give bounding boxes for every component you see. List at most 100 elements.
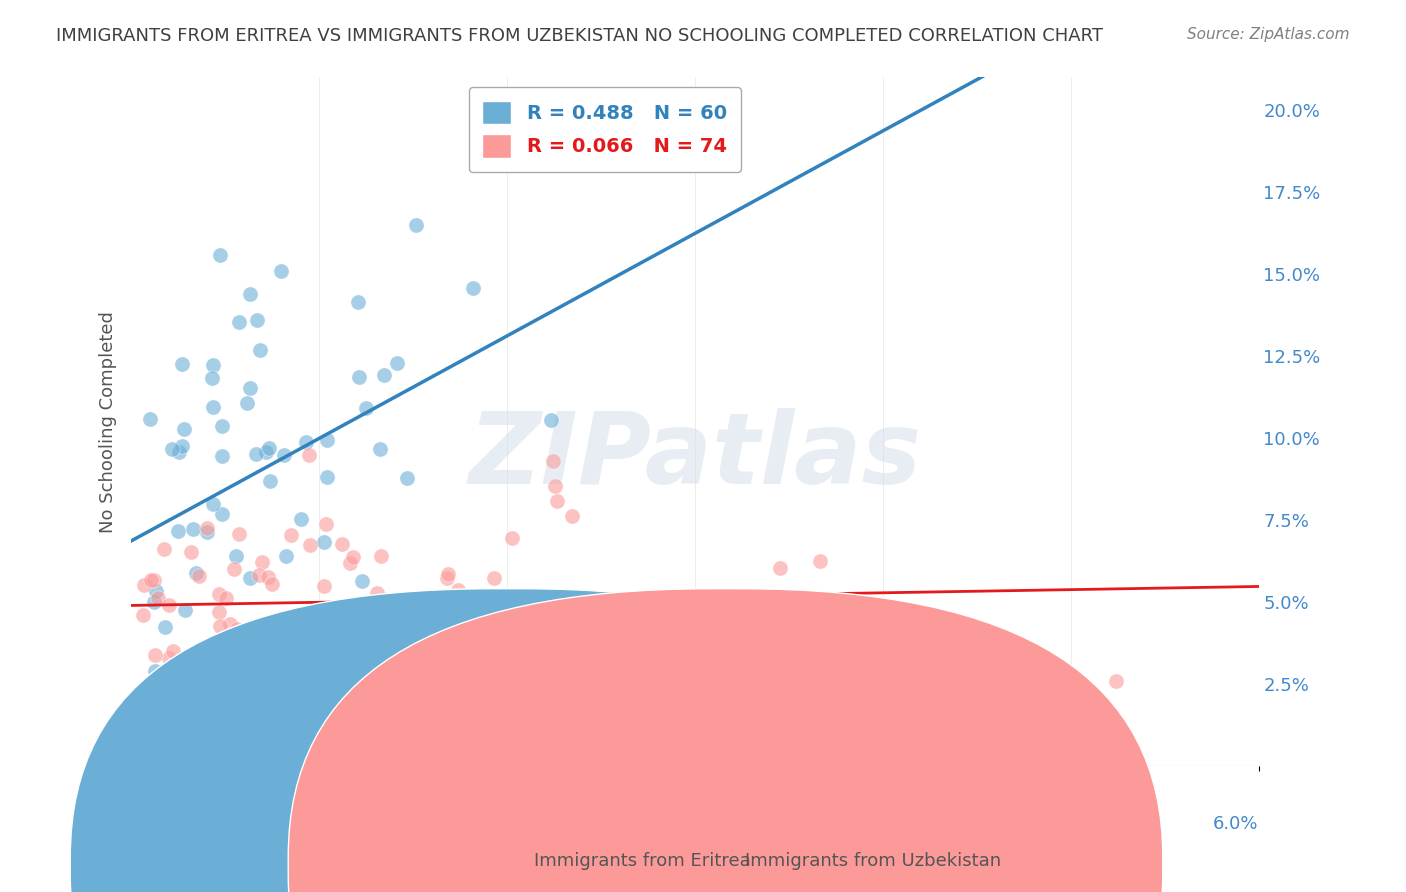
Point <box>225 549 247 564</box>
Point <box>352 574 374 589</box>
Point <box>184 566 207 580</box>
Point <box>387 355 409 369</box>
Point <box>209 248 232 262</box>
Point <box>246 313 269 327</box>
Y-axis label: No Schooling Completed: No Schooling Completed <box>100 311 117 533</box>
Point <box>132 733 155 747</box>
Point <box>170 357 193 371</box>
Point <box>468 597 491 611</box>
Point <box>239 571 262 585</box>
Text: 6.0%: 6.0% <box>1213 814 1258 832</box>
Point <box>257 442 280 456</box>
Point <box>332 537 354 551</box>
Point <box>190 655 212 669</box>
Point <box>394 652 416 666</box>
Point <box>143 648 166 662</box>
Point <box>186 698 208 712</box>
Point <box>561 508 583 523</box>
Point <box>201 497 224 511</box>
Point <box>501 531 523 545</box>
Point <box>540 413 562 427</box>
Point <box>188 569 211 583</box>
Point <box>276 610 298 624</box>
Point <box>270 622 292 636</box>
Point <box>314 579 336 593</box>
Point <box>211 449 233 463</box>
Point <box>582 702 605 716</box>
Point <box>211 507 233 521</box>
Point <box>141 574 163 588</box>
Point <box>247 568 270 582</box>
Point <box>245 446 267 460</box>
Point <box>373 368 395 382</box>
Point <box>447 582 470 597</box>
Point <box>256 570 278 584</box>
Point <box>181 522 204 536</box>
Point <box>170 439 193 453</box>
Point <box>266 619 288 633</box>
Point <box>259 474 281 488</box>
Point <box>314 534 336 549</box>
Point <box>290 512 312 526</box>
Point <box>347 370 370 384</box>
Point <box>173 422 195 436</box>
Point <box>228 315 250 329</box>
Point <box>276 648 298 662</box>
Point <box>534 678 557 692</box>
Point <box>134 578 156 592</box>
Point <box>377 621 399 635</box>
Legend: R = 0.488   N = 60, R = 0.066   N = 74: R = 0.488 N = 60, R = 0.066 N = 74 <box>468 87 741 171</box>
Point <box>143 664 166 678</box>
Point <box>270 264 292 278</box>
Point <box>498 624 520 638</box>
Point <box>262 576 284 591</box>
Point <box>370 549 392 563</box>
Point <box>316 434 339 448</box>
Point <box>436 571 458 585</box>
Point <box>200 646 222 660</box>
Point <box>208 587 231 601</box>
Point <box>361 615 384 630</box>
Point <box>195 521 218 535</box>
Point <box>366 586 388 600</box>
Text: IMMIGRANTS FROM ERITREA VS IMMIGRANTS FROM UZBEKISTAN NO SCHOOLING COMPLETED COR: IMMIGRANTS FROM ERITREA VS IMMIGRANTS FR… <box>56 27 1104 45</box>
Text: ZIPatlas: ZIPatlas <box>468 408 921 505</box>
Text: Source: ZipAtlas.com: Source: ZipAtlas.com <box>1187 27 1350 42</box>
Point <box>211 419 233 434</box>
Point <box>339 557 361 571</box>
Point <box>201 358 224 372</box>
Point <box>432 641 454 656</box>
Point <box>155 620 177 634</box>
Point <box>160 442 183 456</box>
Point <box>254 444 277 458</box>
Point <box>333 615 356 630</box>
Point <box>523 611 546 625</box>
Point <box>174 603 197 617</box>
Point <box>228 527 250 541</box>
Point <box>461 280 484 294</box>
Point <box>374 665 396 679</box>
Point <box>218 616 240 631</box>
Point <box>143 595 166 609</box>
Point <box>544 479 567 493</box>
Point <box>162 644 184 658</box>
Point <box>215 591 238 606</box>
Point <box>405 218 427 232</box>
Point <box>226 623 249 637</box>
Point <box>484 571 506 585</box>
Point <box>180 545 202 559</box>
Text: Immigrants from Uzbekistan: Immigrants from Uzbekistan <box>745 852 1001 870</box>
Point <box>153 541 176 556</box>
Point <box>368 442 391 456</box>
Point <box>132 608 155 623</box>
Point <box>808 554 831 568</box>
Point <box>797 607 820 621</box>
Point <box>181 658 204 673</box>
Point <box>278 662 301 676</box>
Point <box>360 618 382 632</box>
Text: 0.0%: 0.0% <box>131 814 177 832</box>
Point <box>769 561 792 575</box>
Point <box>167 444 190 458</box>
Point <box>143 573 166 587</box>
Point <box>157 650 180 665</box>
